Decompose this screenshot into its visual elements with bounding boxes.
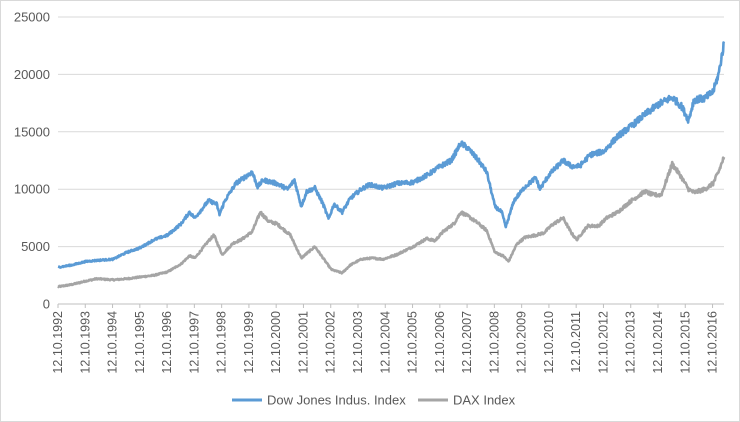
legend-label-dow-jones: Dow Jones Indus. Index xyxy=(267,393,406,408)
x-tick-label: 12.10.1995 xyxy=(133,311,147,374)
x-tick-label: 12.10.2012 xyxy=(596,311,610,374)
y-tick-label: 15000 xyxy=(14,124,50,139)
x-tick-label: 12.10.1998 xyxy=(215,311,229,374)
x-tick-label: 12.10.2001 xyxy=(296,311,310,374)
y-tick-label: 5000 xyxy=(21,239,50,254)
x-tick-label: 12.10.2000 xyxy=(269,311,283,374)
legend-label-dax: DAX Index xyxy=(453,393,516,408)
x-tick-label: 12.10.1996 xyxy=(160,311,174,374)
x-tick-label: 12.10.2016 xyxy=(706,311,720,374)
gridlines xyxy=(58,16,724,305)
y-tick-label: 0 xyxy=(43,297,50,312)
x-tick-label: 12.10.1993 xyxy=(78,311,92,374)
x-tick-label: 12.10.1992 xyxy=(51,311,65,374)
x-axis-tick-labels: 12.10.1992 12.10.1993 12.10.1994 12.10.1995… xyxy=(51,304,720,374)
x-tick-label: 12.10.1999 xyxy=(242,311,256,374)
y-tick-label: 25000 xyxy=(14,10,50,25)
legend: Dow Jones Indus. Index DAX Index xyxy=(232,393,516,408)
x-tick-label: 12.10.2009 xyxy=(515,311,529,374)
y-tick-label: 10000 xyxy=(14,182,50,197)
x-tick-label: 12.10.2011 xyxy=(569,311,583,373)
x-tick-label: 12.10.2013 xyxy=(624,311,638,374)
x-tick-label: 12.10.1997 xyxy=(187,311,201,374)
x-tick-label: 12.10.2008 xyxy=(487,311,501,374)
x-tick-label: 12.10.2007 xyxy=(460,311,474,374)
x-tick-label: 12.10.2005 xyxy=(406,311,420,374)
y-tick-label: 20000 xyxy=(14,67,50,82)
series-line-dow-jones xyxy=(57,41,726,269)
x-tick-label: 12.10.1994 xyxy=(106,311,120,374)
series-line-dax xyxy=(57,156,726,289)
x-tick-label: 12.10.2006 xyxy=(433,311,447,374)
x-tick-label: 12.10.2014 xyxy=(651,311,665,374)
x-tick-label: 12.10.2015 xyxy=(678,311,692,374)
series-lines xyxy=(57,41,726,289)
x-tick-label: 12.10.2004 xyxy=(378,311,392,374)
x-tick-label: 12.10.2002 xyxy=(324,311,338,374)
y-axis-tick-labels: 0 5000 10000 15000 20000 25000 xyxy=(14,10,50,312)
x-tick-label: 12.10.2010 xyxy=(542,311,556,374)
x-tick-label: 12.10.2003 xyxy=(351,311,365,374)
